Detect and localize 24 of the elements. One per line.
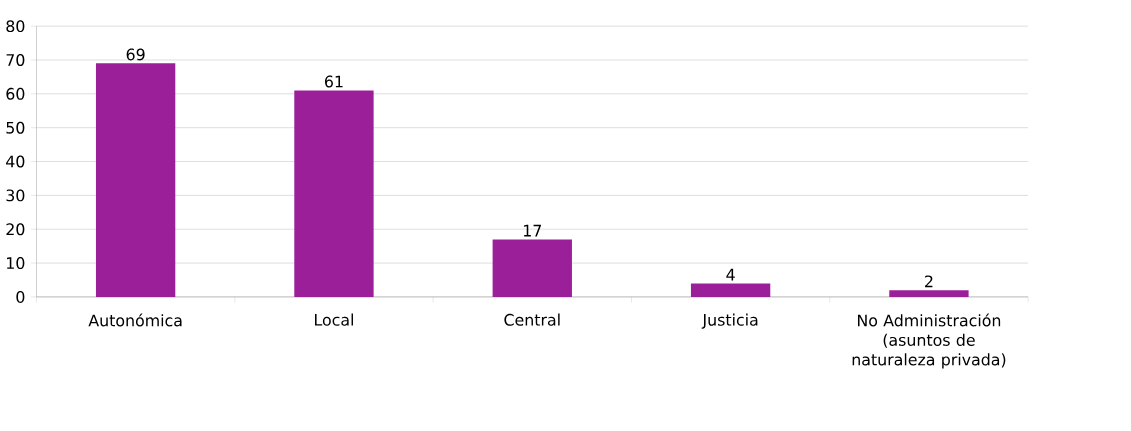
x-tick-label: No Administración (asuntos de naturaleza privada) <box>852 313 1006 369</box>
y-tick-label: 60 <box>6 87 25 100</box>
y-tick-label: 10 <box>7 256 25 269</box>
bar <box>95 63 176 297</box>
x-tick-label: Autonómica <box>88 313 182 327</box>
y-tick-label: 0 <box>16 290 25 303</box>
data-label: 17 <box>523 224 541 237</box>
bar <box>889 289 969 297</box>
bar <box>492 239 572 297</box>
x-tick-label: Justicia <box>701 313 758 329</box>
y-tick-label: 40 <box>6 155 25 168</box>
y-tick-label: 30 <box>6 189 25 202</box>
bar <box>690 283 771 297</box>
x-tick-label: Local <box>315 313 353 326</box>
y-tick-label: 80 <box>6 19 25 32</box>
bar <box>294 90 374 297</box>
data-label: 2 <box>925 275 933 287</box>
data-label: 61 <box>325 75 343 88</box>
data-label: 69 <box>126 48 145 61</box>
y-tick-label: 50 <box>6 121 25 134</box>
data-label: 4 <box>726 268 735 281</box>
x-tick-label: Central <box>504 313 560 326</box>
y-tick-label: 20 <box>6 223 25 236</box>
y-tick-label: 70 <box>6 53 25 66</box>
